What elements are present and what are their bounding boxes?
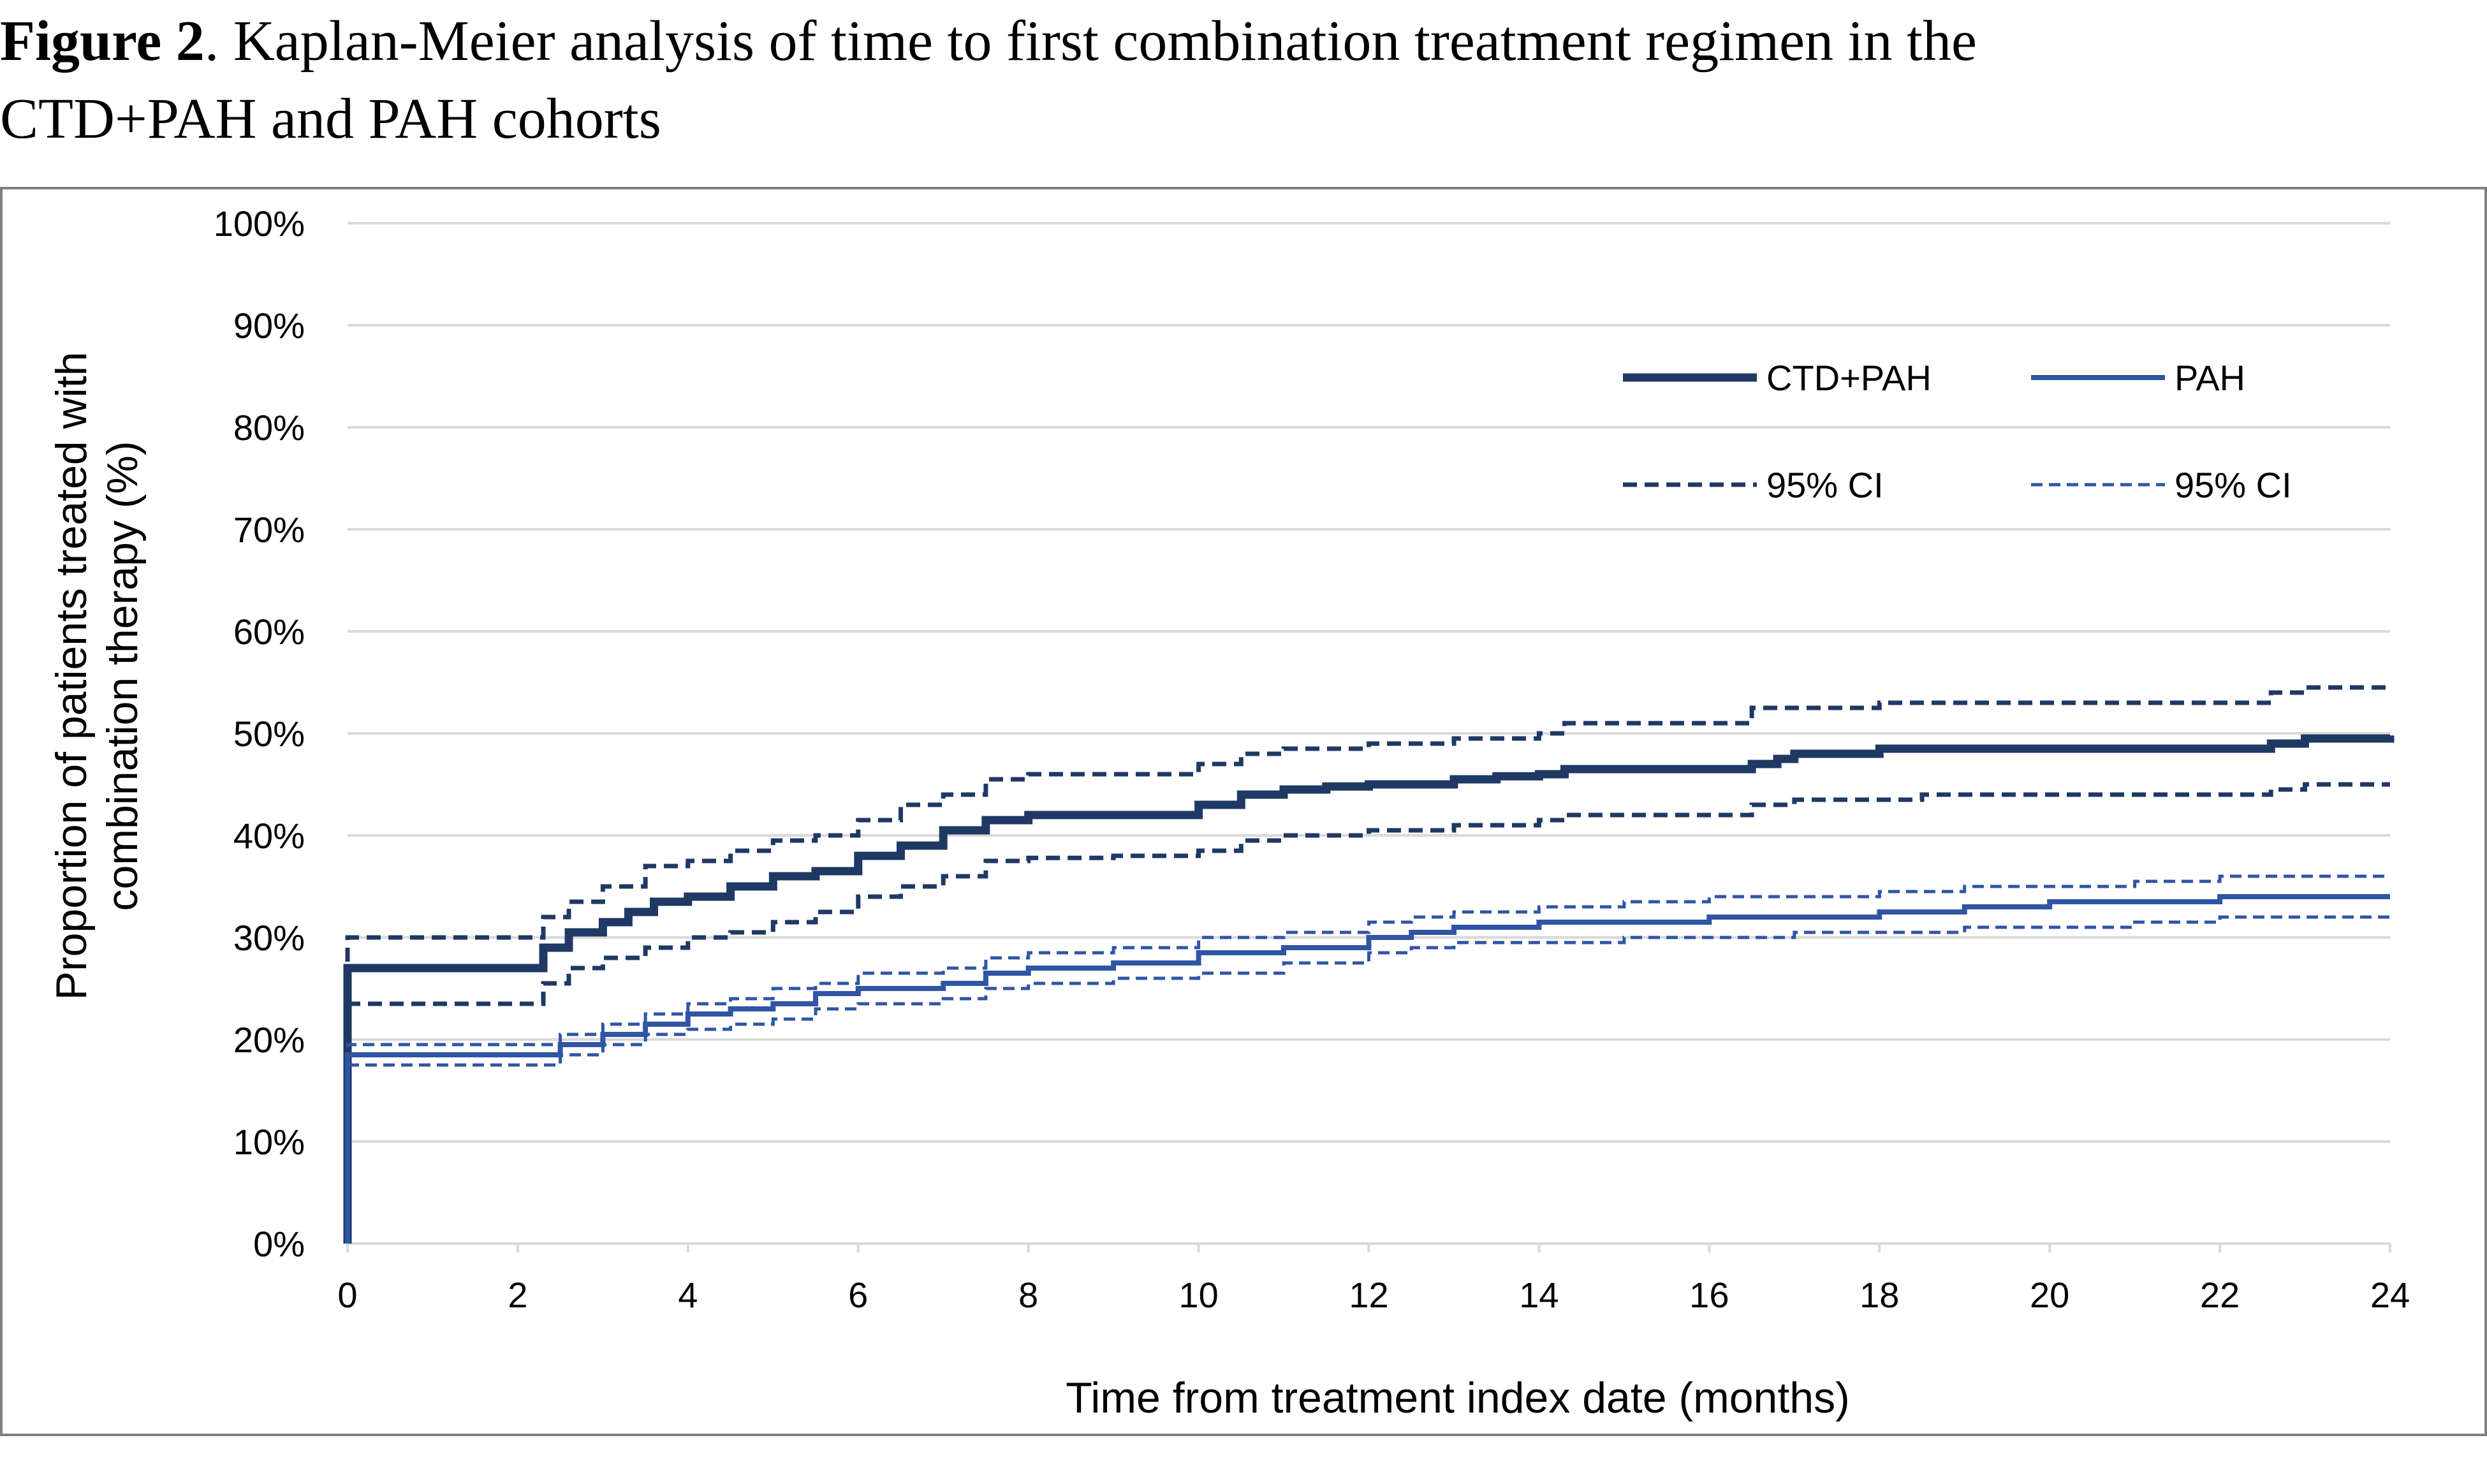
- gridlines: [348, 222, 2390, 1143]
- figure-label: Figure 2: [0, 10, 205, 73]
- figure-caption-text-2: CTD+PAH and PAH cohorts: [0, 87, 661, 151]
- y-tick-label-80: 80%: [233, 408, 305, 448]
- ci-line-ctd_pah-1: [345, 685, 2390, 1244]
- legend: CTD+PAH PAH 95% CI 95% CI: [1623, 358, 2292, 505]
- x-tick-label-22: 22: [2200, 1275, 2240, 1315]
- axes: 0%10%20%30%40%50%60%70%80%90%100%0 2 4 6 8 10…: [214, 203, 2410, 1315]
- x-tick-label-14: 14: [1519, 1275, 1559, 1315]
- y-tick-label-30: 30%: [233, 918, 305, 958]
- x-tick-label-8: 8: [1018, 1275, 1038, 1315]
- x-tick-label-12: 12: [1349, 1275, 1388, 1315]
- y-tick-label-20: 20%: [233, 1020, 305, 1060]
- y-axis-title-line1: Proportion of patients treated with: [47, 352, 96, 1001]
- figure-caption: Figure 2. Kaplan-Meier analysis of time …: [0, 0, 2487, 185]
- x-tick-label-16: 16: [1689, 1275, 1729, 1315]
- x-axis-title: Time from treatment index date (months): [1066, 1374, 1849, 1422]
- y-tick-label-90: 90%: [233, 305, 305, 346]
- y-tick-label-50: 50%: [233, 714, 305, 754]
- y-tick-label-70: 70%: [233, 510, 305, 550]
- ci-line-ctd_pah-2: [345, 782, 2390, 1244]
- x-tick-label-20: 20: [2030, 1275, 2069, 1315]
- y-tick-label-0: 0%: [253, 1224, 305, 1264]
- y-tick-label-10: 10%: [233, 1122, 305, 1162]
- y-axis-title-line2: combination therapy (%): [98, 441, 147, 911]
- y-tick-label-40: 40%: [233, 816, 305, 856]
- x-tick-label-6: 6: [848, 1275, 868, 1315]
- x-tick-label-2: 2: [508, 1275, 527, 1315]
- x-tick-label-4: 4: [678, 1275, 698, 1315]
- x-tick-label-18: 18: [1860, 1275, 1899, 1315]
- km-line-ctd_pah-0: [343, 734, 2395, 1244]
- x-tick-label-0: 0: [337, 1275, 357, 1315]
- legend-label-0: CTD+PAH: [1766, 358, 1932, 398]
- legend-label-1: PAH: [2175, 358, 2245, 398]
- legend-label-2: 95% CI: [1766, 465, 1884, 505]
- figure-caption-text: . Kaplan-Meier analysis of time to first…: [204, 10, 1977, 73]
- chart-border: [0, 187, 2487, 1436]
- y-tick-label-60: 60%: [233, 612, 305, 652]
- x-tick-label-10: 10: [1178, 1275, 1218, 1315]
- series-lines: [343, 685, 2395, 1244]
- x-tick-label-24: 24: [2370, 1275, 2410, 1315]
- legend-label-3: 95% CI: [2175, 465, 2292, 505]
- ci-line-pah-5: [346, 915, 2390, 1244]
- y-tick-label-100: 100%: [214, 203, 305, 244]
- km-line-pah-3: [345, 894, 2390, 1244]
- ci-line-pah-4: [346, 874, 2390, 1244]
